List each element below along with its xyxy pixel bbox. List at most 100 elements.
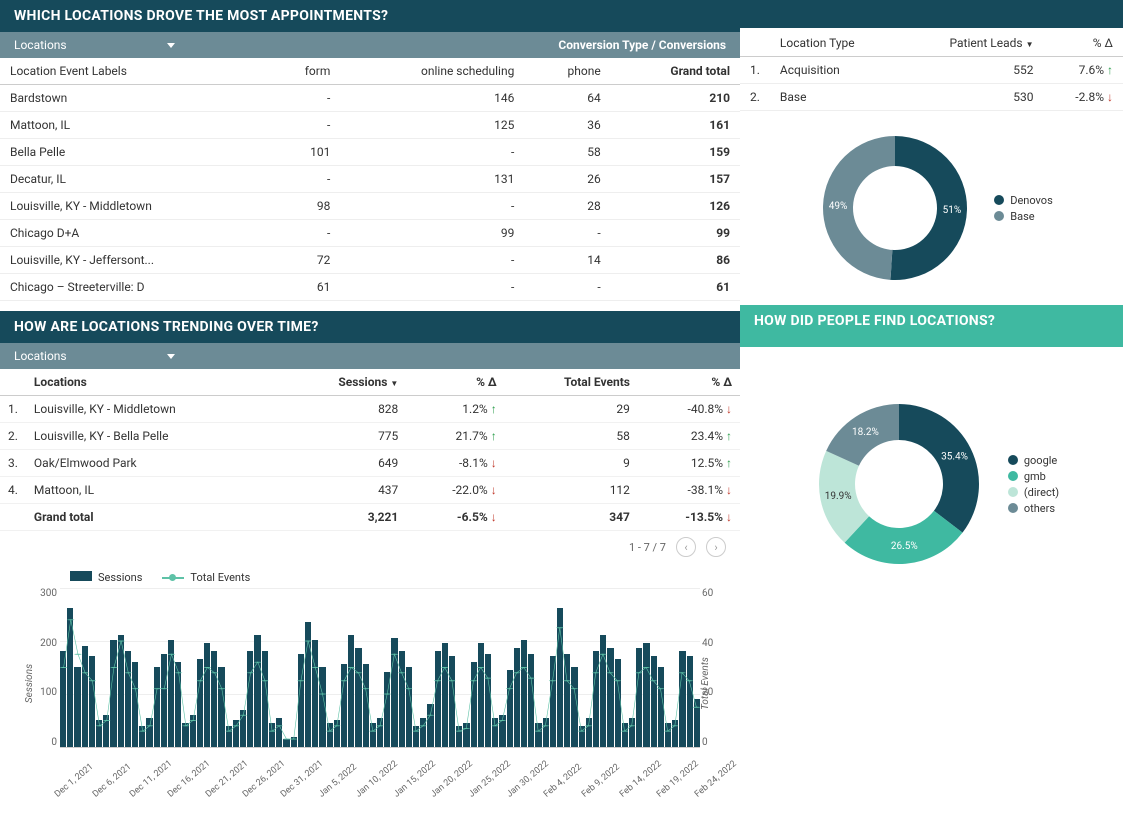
y-axis-label: Sessions [24,664,35,703]
cell-label: Louisville, KY - Jeffersont... [0,247,266,274]
cell-phone: 64 [524,85,610,112]
cell-label: Decatur, IL [0,166,266,193]
donut2-legend: google gmb (direct) others [1008,451,1059,518]
cell-delta1: 1.2% ↑ [406,396,504,423]
plot-area [60,588,700,748]
slice-label: 35.4% [941,452,968,463]
donut1-legend: Denovos Base [994,191,1053,226]
next-page-button[interactable]: › [706,537,726,557]
y2-ticks: 6040200 [702,588,722,748]
cell-form: - [266,85,340,112]
cell-events: 29 [505,396,638,423]
cell-sessions: 775 [283,423,407,450]
legend-label: gmb [1024,470,1046,483]
slice-label: 26.5% [891,541,918,552]
table-row[interactable]: 3. Oak/Elmwood Park 649 -8.1% ↓ 9 12.5% … [0,450,740,477]
cell-delta2: -38.1% ↓ [638,477,740,504]
cell-sessions: 649 [283,450,407,477]
cell-delta1: 21.7% ↑ [406,423,504,450]
cell-total: 126 [611,193,740,220]
chevron-down-icon [167,43,175,48]
cell-delta: 7.6% ↑ [1044,57,1123,84]
cell-loc: Mattoon, IL [26,477,283,504]
y-ticks: 3002001000 [35,588,57,748]
table-row[interactable]: Decatur, IL - 131 26 157 [0,166,740,193]
cell-delta2: -40.8% ↓ [638,396,740,423]
cell-total: 99 [611,220,740,247]
col-total: Grand total [611,58,740,85]
legend-item[interactable]: others [1008,502,1059,515]
donut-slice[interactable] [899,404,979,533]
col-sessions: Sessions ▼ [283,369,407,396]
table-row[interactable]: Louisville, KY - Jeffersont... 72 - 14 8… [0,247,740,274]
cell-idx: 3. [0,450,26,477]
table-row[interactable]: Mattoon, IL - 125 36 161 [0,112,740,139]
legend-dot-icon [1008,455,1018,465]
legend-sessions: Sessions [70,571,142,584]
trend-chart: Sessions Total Events 3002001000 6040200 [0,588,740,788]
grand-total-row: Grand total 3,221 -6.5% ↓ 347 -13.5% ↓ [0,504,740,531]
table-row[interactable]: Chicago D+A - 99 - 99 [0,220,740,247]
cell-idx: 2. [740,84,770,111]
col-delta2: % Δ [638,369,740,396]
col-patient-leads: Patient Leads ▼ [900,30,1043,57]
legend-item[interactable]: (direct) [1008,486,1059,499]
legend-item[interactable]: gmb [1008,470,1059,483]
section1-dropdown-bar: Locations Conversion Type / Conversions [0,32,740,58]
cell-phone: 26 [524,166,610,193]
cell-delta2: 23.4% ↑ [638,423,740,450]
pagination-text: 1 - 7 / 7 [629,541,666,554]
table-row[interactable]: Chicago – Streeterville: D 61 - - 61 [0,274,740,301]
legend-dot-icon [1008,503,1018,513]
table-row[interactable]: Bella Pelle 101 - 58 159 [0,139,740,166]
chevron-down-icon [167,354,175,359]
locations-dropdown-2[interactable]: Locations [14,349,175,363]
col-delta1: % Δ [406,369,504,396]
cell-idx: 1. [0,396,26,423]
section3-title: HOW DID PEOPLE FIND LOCATIONS? [740,305,1123,347]
cell-total: 157 [611,166,740,193]
slice-label: 51% [943,205,962,216]
table-row[interactable]: 2. Base 530 -2.8% ↓ [740,84,1123,111]
cell-loc: Louisville, KY - Middletown [26,396,283,423]
cell-phone: - [524,220,610,247]
legend-item[interactable]: Denovos [994,194,1053,207]
legend-label: google [1024,454,1057,467]
cell-form: - [266,112,340,139]
legend-item[interactable]: Base [994,210,1053,223]
table-row[interactable]: 2. Louisville, KY - Bella Pelle 775 21.7… [0,423,740,450]
cell-form: 98 [266,193,340,220]
legend-label: (direct) [1024,486,1059,499]
table-row[interactable]: 1. Louisville, KY - Middletown 828 1.2% … [0,396,740,423]
line-overlay [60,588,700,747]
cell-total: 86 [611,247,740,274]
appointments-table: Location Event Labels form online schedu… [0,58,740,301]
cell-delta1: -22.0% ↓ [406,477,504,504]
cell-total: 210 [611,85,740,112]
table-row[interactable]: 1. Acquisition 552 7.6% ↑ [740,57,1123,84]
cell-events: 58 [505,423,638,450]
cell-phone: 58 [524,139,610,166]
trend-header-row: Locations Sessions ▼ % Δ Total Events % … [0,369,740,396]
donut-chart-2: 35.4%26.5%19.9%18.2% [804,389,994,579]
legend-item[interactable]: google [1008,454,1059,467]
cell-idx: 4. [0,477,26,504]
cell-online: 146 [340,85,524,112]
table-row[interactable]: Bardstown - 146 64 210 [0,85,740,112]
table-row[interactable]: Louisville, KY - Middletown 98 - 28 126 [0,193,740,220]
traffic-source-donut: 35.4%26.5%19.9%18.2% googlegmb(direct)ot… [740,377,1123,591]
slice-label: 18.2% [852,427,879,438]
legend-dot-icon [994,195,1004,205]
cell-online: - [340,139,524,166]
cell-leads: 552 [900,57,1043,84]
cell-online: 99 [340,220,524,247]
cell-label: Chicago D+A [0,220,266,247]
table-header-row: Location Event Labels form online schedu… [0,58,740,85]
col-phone: phone [524,58,610,85]
cell-idx: 2. [0,423,26,450]
table-row[interactable]: 4. Mattoon, IL 437 -22.0% ↓ 112 -38.1% ↓ [0,477,740,504]
cell-leads: 530 [900,84,1043,111]
slice-label: 49% [829,201,848,212]
locations-dropdown[interactable]: Locations [14,38,175,52]
prev-page-button[interactable]: ‹ [676,537,696,557]
